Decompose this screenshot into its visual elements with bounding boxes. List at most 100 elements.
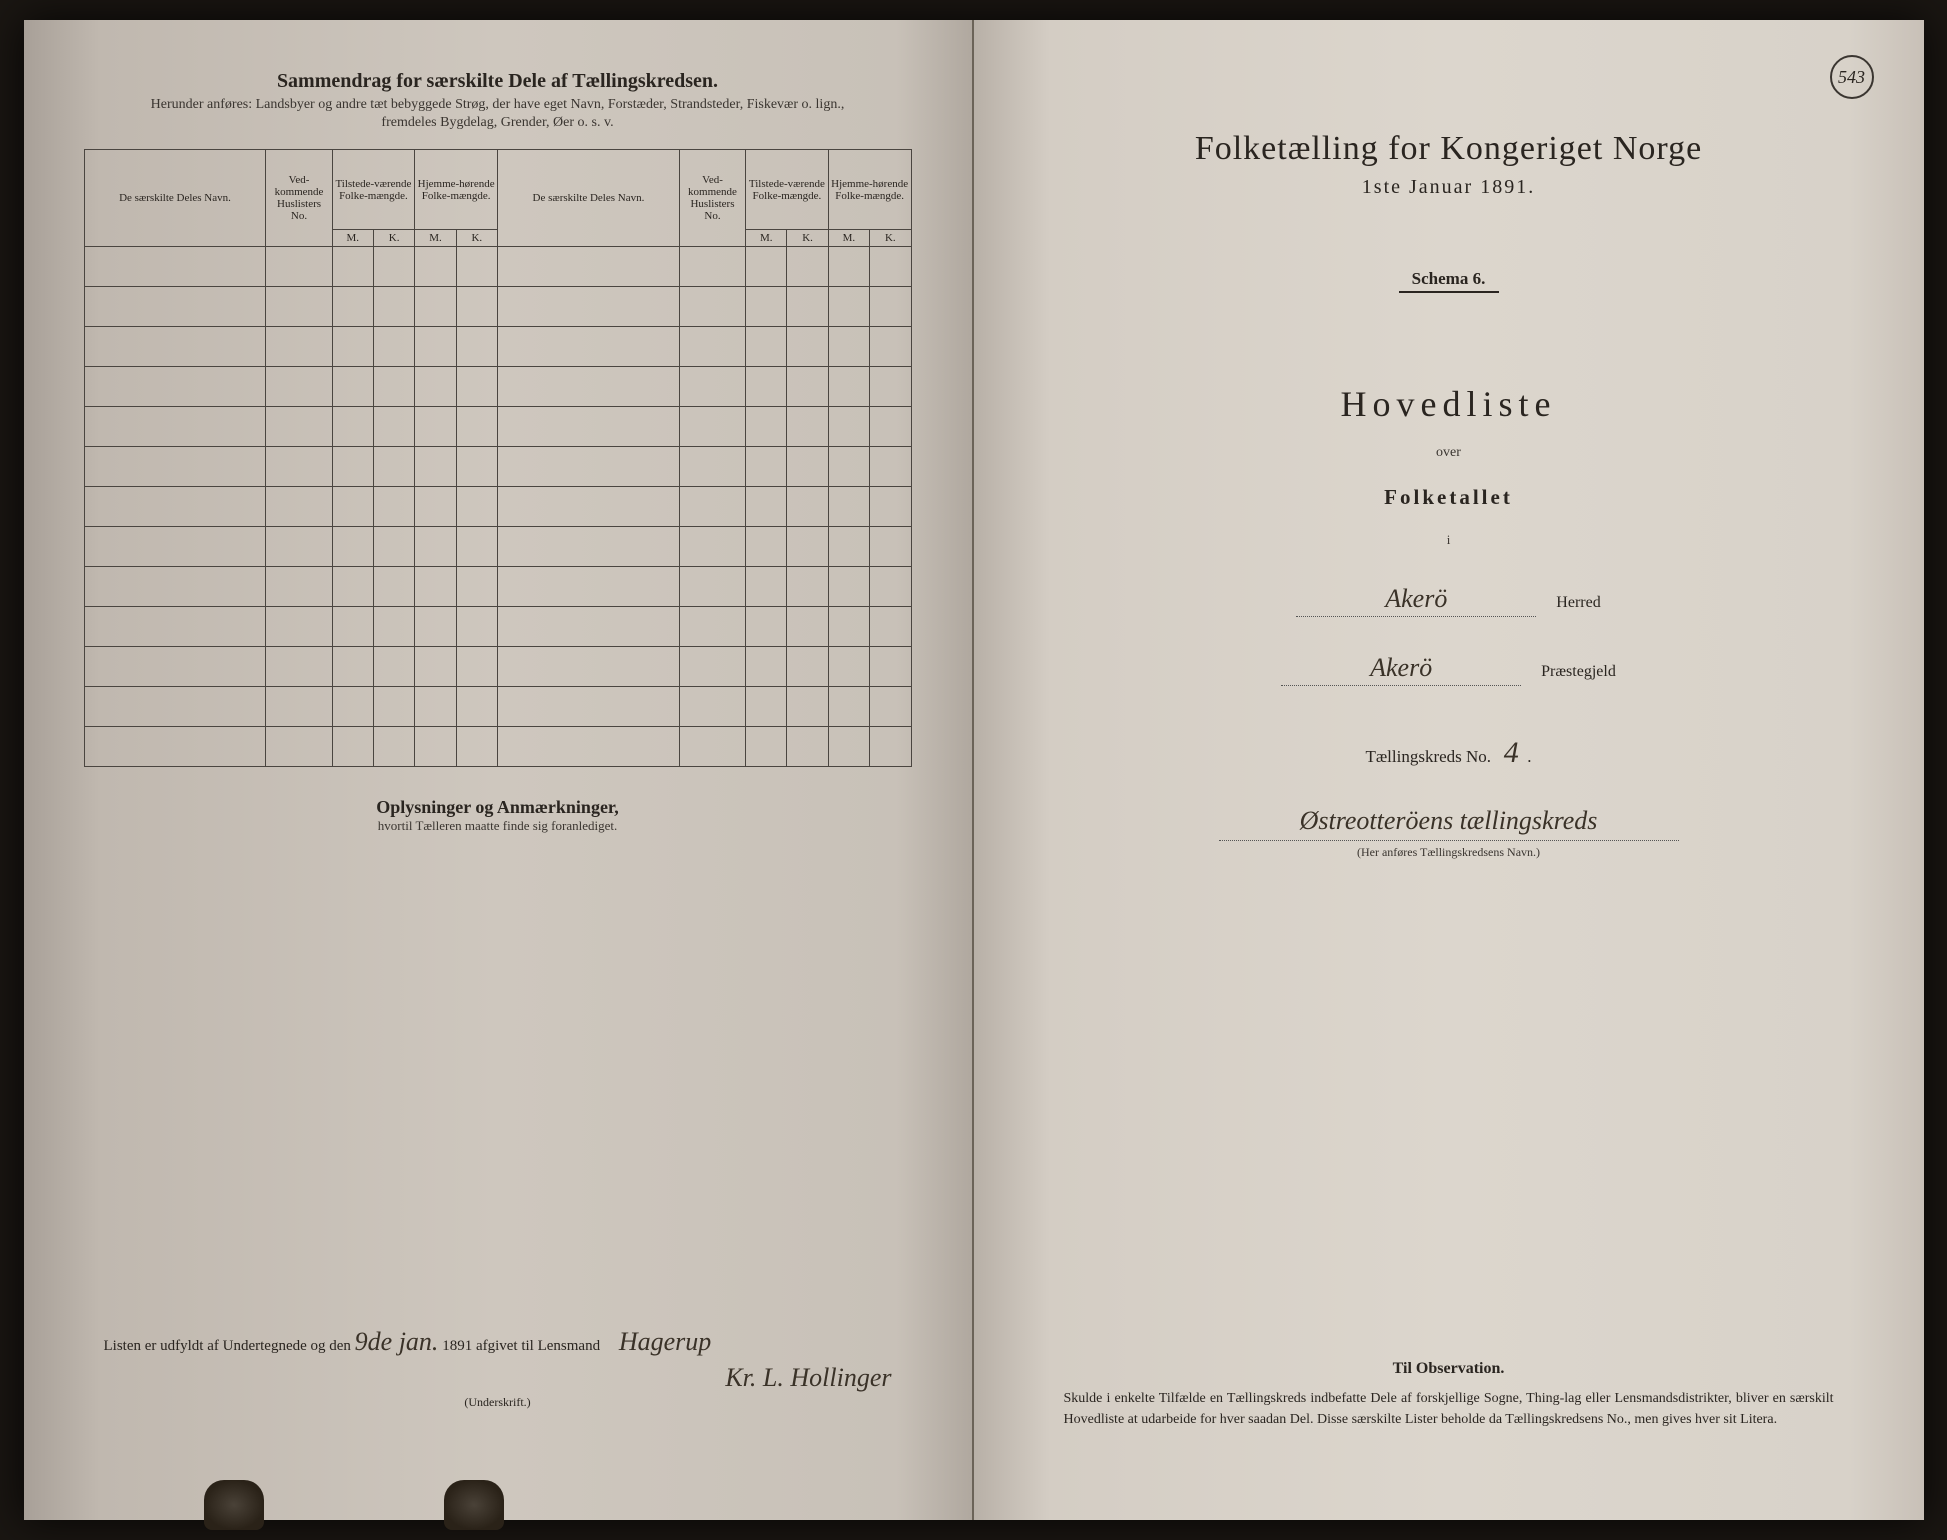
table-cell bbox=[373, 607, 414, 647]
praestegjeld-label: Præstegjeld bbox=[1541, 663, 1616, 681]
col-tilstede-1: Tilstede-værende Folke-mængde. bbox=[332, 150, 415, 230]
page-number: 543 bbox=[1830, 55, 1874, 99]
table-cell bbox=[787, 607, 828, 647]
table-cell bbox=[870, 647, 911, 687]
i: i bbox=[1034, 532, 1864, 548]
table-cell bbox=[266, 687, 332, 727]
table-cell bbox=[679, 287, 745, 327]
signature-block: Listen er udfyldt af Undertegnede og den… bbox=[104, 1327, 892, 1410]
table-cell bbox=[456, 687, 497, 727]
table-cell bbox=[373, 367, 414, 407]
sig-lensmand: Hagerup bbox=[619, 1327, 711, 1356]
table-cell bbox=[84, 327, 266, 367]
table-cell bbox=[266, 407, 332, 447]
table-row bbox=[84, 687, 911, 727]
col-hjemme-2: Hjemme-hørende Folke-mængde. bbox=[828, 150, 911, 230]
table-cell bbox=[415, 647, 456, 687]
table-cell bbox=[828, 407, 869, 447]
table-cell bbox=[332, 487, 373, 527]
table-row bbox=[84, 527, 911, 567]
table-cell bbox=[332, 647, 373, 687]
table-cell bbox=[373, 647, 414, 687]
table-cell bbox=[870, 287, 911, 327]
table-row bbox=[84, 487, 911, 527]
col-k: K. bbox=[456, 230, 497, 247]
kreds-name-row: Østreotteröens tællingskreds bbox=[1034, 806, 1864, 841]
observation-body: Skulde i enkelte Tilfælde en Tællingskre… bbox=[1064, 1388, 1834, 1430]
table-cell bbox=[828, 567, 869, 607]
table-cell bbox=[332, 447, 373, 487]
hovedliste: Hovedliste bbox=[1034, 383, 1864, 425]
table-cell bbox=[373, 287, 414, 327]
taellingskreds-row: Tællingskreds No. 4 . bbox=[1034, 736, 1864, 770]
herred-label: Herred bbox=[1556, 594, 1600, 612]
table-cell bbox=[828, 727, 869, 767]
table-cell bbox=[373, 567, 414, 607]
table-cell bbox=[746, 247, 787, 287]
table-cell bbox=[415, 527, 456, 567]
table-cell bbox=[497, 447, 679, 487]
table-cell bbox=[456, 607, 497, 647]
table-cell bbox=[746, 727, 787, 767]
table-cell bbox=[497, 687, 679, 727]
table-row bbox=[84, 447, 911, 487]
praestegjeld-value: Akerö bbox=[1281, 653, 1521, 686]
left-subtitle-2: fremdeles Bygdelag, Grender, Øer o. s. v… bbox=[84, 115, 912, 131]
schema-label: Schema 6. bbox=[1034, 269, 1864, 289]
table-cell bbox=[332, 727, 373, 767]
table-cell bbox=[746, 607, 787, 647]
col-k: K. bbox=[787, 230, 828, 247]
table-cell bbox=[679, 647, 745, 687]
table-cell bbox=[415, 287, 456, 327]
table-cell bbox=[456, 647, 497, 687]
table-cell bbox=[828, 287, 869, 327]
sig-label: (Underskrift.) bbox=[104, 1395, 892, 1410]
table-cell bbox=[497, 647, 679, 687]
table-cell bbox=[415, 687, 456, 727]
table-cell bbox=[870, 407, 911, 447]
table-cell bbox=[415, 247, 456, 287]
table-cell bbox=[746, 407, 787, 447]
table-cell bbox=[332, 567, 373, 607]
table-cell bbox=[679, 527, 745, 567]
table-cell bbox=[679, 247, 745, 287]
table-cell bbox=[787, 287, 828, 327]
table-cell bbox=[679, 687, 745, 727]
table-cell bbox=[415, 447, 456, 487]
table-cell bbox=[870, 487, 911, 527]
table-cell bbox=[84, 687, 266, 727]
table-cell bbox=[828, 367, 869, 407]
table-cell bbox=[332, 247, 373, 287]
table-cell bbox=[870, 687, 911, 727]
table-cell bbox=[415, 367, 456, 407]
table-row bbox=[84, 727, 911, 767]
table-cell bbox=[828, 447, 869, 487]
table-cell bbox=[746, 687, 787, 727]
table-cell bbox=[746, 567, 787, 607]
table-cell bbox=[456, 247, 497, 287]
table-cell bbox=[679, 447, 745, 487]
over: over bbox=[1034, 445, 1864, 461]
table-cell bbox=[497, 287, 679, 327]
table-cell bbox=[746, 647, 787, 687]
table-cell bbox=[415, 607, 456, 647]
table-cell bbox=[84, 527, 266, 567]
left-page: Sammendrag for særskilte Dele af Tælling… bbox=[24, 20, 974, 1520]
table-cell bbox=[787, 527, 828, 567]
table-cell bbox=[456, 407, 497, 447]
table-cell bbox=[787, 487, 828, 527]
table-cell bbox=[456, 447, 497, 487]
table-cell bbox=[679, 607, 745, 647]
table-cell bbox=[746, 327, 787, 367]
table-cell bbox=[870, 727, 911, 767]
table-cell bbox=[828, 327, 869, 367]
table-cell bbox=[456, 327, 497, 367]
table-cell bbox=[828, 687, 869, 727]
table-cell bbox=[746, 287, 787, 327]
table-cell bbox=[266, 487, 332, 527]
table-cell bbox=[787, 687, 828, 727]
table-cell bbox=[332, 287, 373, 327]
table-row bbox=[84, 567, 911, 607]
table-row bbox=[84, 607, 911, 647]
table-row bbox=[84, 327, 911, 367]
